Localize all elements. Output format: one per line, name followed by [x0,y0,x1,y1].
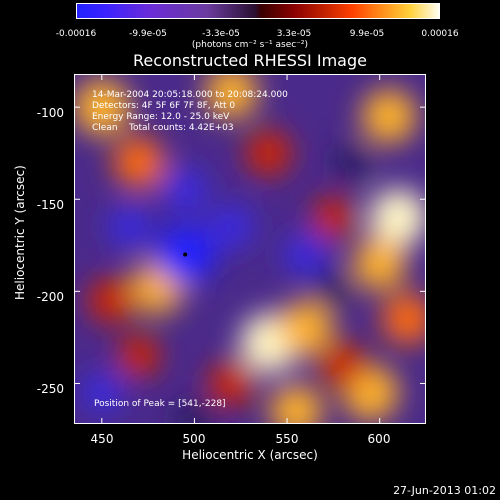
x-tick-label: 550 [275,432,299,446]
intensity-blob [117,334,160,377]
x-tick-label: 450 [90,432,114,446]
footer-date: 27-Jun-2013 01:02 [393,484,496,497]
colorbar-tick: 3.3e-05 [276,29,312,39]
x-tick-label: 600 [367,432,391,446]
intensity-blob [208,360,255,407]
intensity-blob [269,384,323,424]
colorbar [76,3,440,19]
colorbar-units: (photons cm⁻² s⁻¹ asec⁻²) [191,40,309,50]
intensity-blob [74,78,130,136]
y-tick-label: -100 [36,106,64,120]
colorbar-tick: -3.3e-05 [202,29,240,39]
x-axis-label: Heliocentric X (arcsec) [182,448,318,462]
plot-title: Reconstructed RHESSI Image [133,51,367,70]
intensity-blob [205,74,258,119]
intensity-blob [107,204,152,249]
intensity-blob [314,272,353,311]
y-tick-label: -150 [36,198,64,212]
annotation-energy: Energy Range: 12.0 - 25.0 keV [92,112,230,122]
intensity-blob [369,188,426,247]
intensity-blob [283,232,328,277]
colorbar-tick: 9.9e-05 [349,29,385,39]
intensity-blob [361,89,417,144]
plot-frame [74,74,426,424]
peak-label: Position of Peak = [541,-228] [94,399,226,409]
intensity-blob [319,342,366,388]
intensity-blob [381,293,426,345]
intensity-blob [88,277,134,324]
annotation-detectors: Detectors: 4F 5F 6F 7F 8F, Att 0 [92,101,236,111]
intensity-blob [312,196,355,239]
annotation-counts: Clean Total counts: 4.42E+03 [92,123,234,133]
intensity-blob [353,237,407,291]
colorbar-tick: 0.00016 [421,29,459,39]
colorbar-tick: -9.9e-05 [129,29,167,39]
colorbar-tick: -0.00016 [55,29,97,39]
x-tick-label: 500 [182,432,206,446]
annotation-time: 14-Mar-2004 20:05:18.000 to 20:08:24.000 [92,90,288,100]
y-tick-label: -200 [36,290,64,304]
y-axis-label: Heliocentric Y (arcsec) [13,165,27,300]
intensity-blob [278,300,333,356]
intensity-blob [245,130,292,177]
center-marker [183,252,188,257]
intensity-blob [333,144,371,181]
intensity-blob [174,400,215,424]
intensity-blob [113,136,165,188]
intensity-blob [162,167,208,213]
intensity-blob [208,204,255,250]
y-tick-label: -250 [36,382,64,396]
intensity-blob [80,371,123,414]
heatmap-plot [74,74,426,424]
